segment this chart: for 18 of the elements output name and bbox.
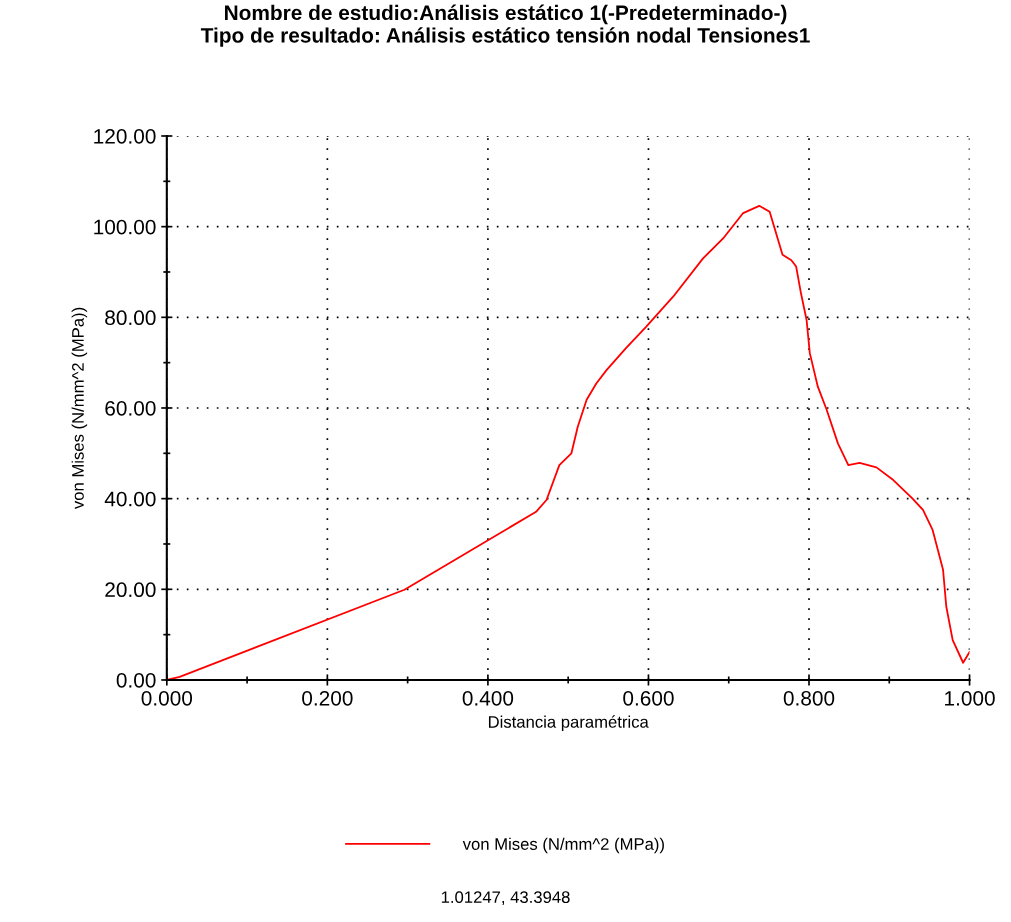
x-tick-label: 0.400 <box>462 690 514 706</box>
legend-label: von Mises (N/mm^2 (MPa)) <box>462 837 664 854</box>
text: 1.01247, 43.3948 <box>441 891 570 905</box>
y-axis-title: von Mises (N/mm^2 (MPa)) <box>71 307 88 510</box>
y-tick-label: 60.00 <box>105 400 156 416</box>
y-tick-label: 100.00 <box>94 219 156 235</box>
y-tick-label: 40.00 <box>104 491 156 507</box>
y-tick-label: 0.00 <box>116 672 156 688</box>
x-tick-label: 0.600 <box>623 690 674 706</box>
x-axis-title: Distancia paramétrica <box>488 715 649 732</box>
x-tick-label: 0.200 <box>302 690 353 706</box>
y-tick-label: 120.00 <box>94 129 156 144</box>
y-tick-label: 20.00 <box>105 582 156 598</box>
chart-title: Nombre de estudio:Análisis estático 1(-Predeterminado-) Tipo de resultado: Análisis estático tensión nodal Tensiones1 <box>200 4 810 47</box>
x-tick-label: 0.000 <box>141 690 193 706</box>
x-tick-label: 0.800 <box>783 690 835 706</box>
x-tick-label: 1.000 <box>945 690 995 706</box>
y-tick-label: 80.00 <box>105 310 156 326</box>
